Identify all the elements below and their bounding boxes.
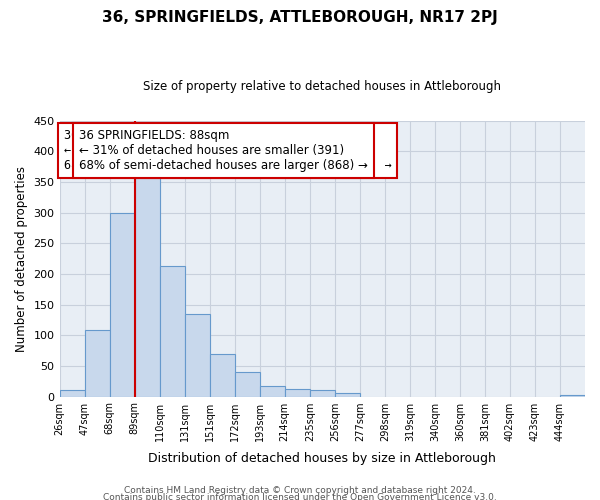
- Title: Size of property relative to detached houses in Attleborough: Size of property relative to detached ho…: [143, 80, 501, 93]
- X-axis label: Distribution of detached houses by size in Attleborough: Distribution of detached houses by size …: [148, 452, 496, 465]
- Y-axis label: Number of detached properties: Number of detached properties: [15, 166, 28, 352]
- Bar: [59, 390, 85, 396]
- Bar: [335, 394, 360, 396]
- Bar: [310, 390, 335, 396]
- Bar: [160, 266, 185, 396]
- Text: 36 SPRINGFIELDS: 88sqm
← 31% of detached houses are smaller (391)
68% of semi-de: 36 SPRINGFIELDS: 88sqm ← 31% of detached…: [79, 129, 368, 172]
- Bar: [260, 386, 285, 396]
- Bar: [134, 177, 160, 396]
- Text: 36, SPRINGFIELDS, ATTLEBOROUGH, NR17 2PJ: 36, SPRINGFIELDS, ATTLEBOROUGH, NR17 2PJ: [102, 10, 498, 25]
- Text: 36 SPRINGFIELDS: 88sqm
← 31% of detached houses are smaller (391)
68% of semi-de: 36 SPRINGFIELDS: 88sqm ← 31% of detached…: [64, 129, 391, 172]
- Bar: [285, 388, 310, 396]
- Bar: [209, 354, 235, 397]
- Text: Contains public sector information licensed under the Open Government Licence v3: Contains public sector information licen…: [103, 494, 497, 500]
- Bar: [235, 372, 260, 396]
- Bar: [185, 314, 209, 396]
- Bar: [110, 212, 134, 396]
- Bar: [85, 330, 110, 396]
- Text: Contains HM Land Registry data © Crown copyright and database right 2024.: Contains HM Land Registry data © Crown c…: [124, 486, 476, 495]
